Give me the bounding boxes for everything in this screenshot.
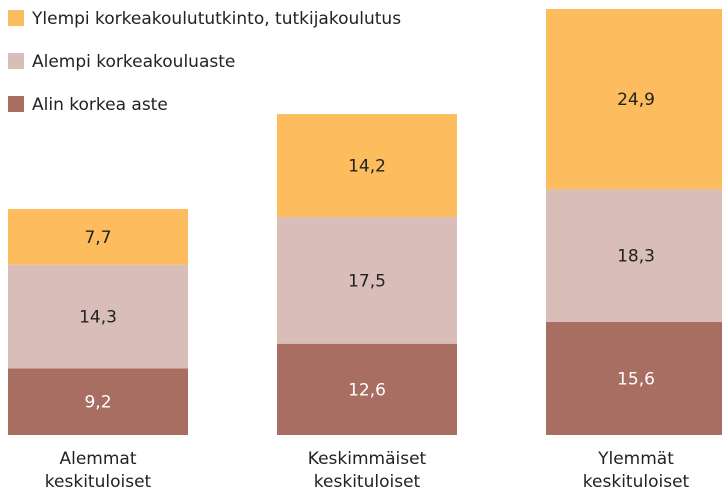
- x-tick-label: Alemmat keskituloiset: [44, 449, 152, 492]
- bar-segment: [8, 368, 188, 435]
- legend-label: Alempi korkeakouluaste: [32, 52, 235, 72]
- data-label: 9,2: [84, 393, 111, 413]
- bar-segment: [8, 264, 188, 369]
- bar-segment: [277, 343, 457, 435]
- x-tick-label: Ylemmät keskituloiset: [582, 449, 690, 492]
- legend-label: Ylempi korkeakoulututkinto, tutkijakoulu…: [31, 9, 401, 29]
- data-label: 14,2: [348, 156, 386, 176]
- data-label: 12,6: [348, 380, 386, 400]
- legend-swatch: [8, 10, 24, 26]
- data-label: 15,6: [617, 369, 655, 389]
- bar-segment: [546, 8, 722, 190]
- bar-segment: [546, 189, 722, 322]
- data-label: 24,9: [617, 90, 655, 110]
- x-tick-label: Keskimmäiset keskituloiset: [307, 449, 427, 492]
- data-label: 17,5: [348, 271, 386, 291]
- legend-swatch: [8, 96, 24, 112]
- bar-segment: [277, 216, 457, 344]
- bar-segment: [546, 321, 722, 435]
- data-label: 7,7: [84, 228, 111, 248]
- legend-swatch: [8, 53, 24, 69]
- data-label: 14,3: [79, 308, 117, 328]
- bar-segment: [277, 114, 457, 217]
- data-label: 18,3: [617, 247, 655, 267]
- legend-label: Alin korkea aste: [32, 95, 168, 115]
- bar-segment: [8, 208, 188, 265]
